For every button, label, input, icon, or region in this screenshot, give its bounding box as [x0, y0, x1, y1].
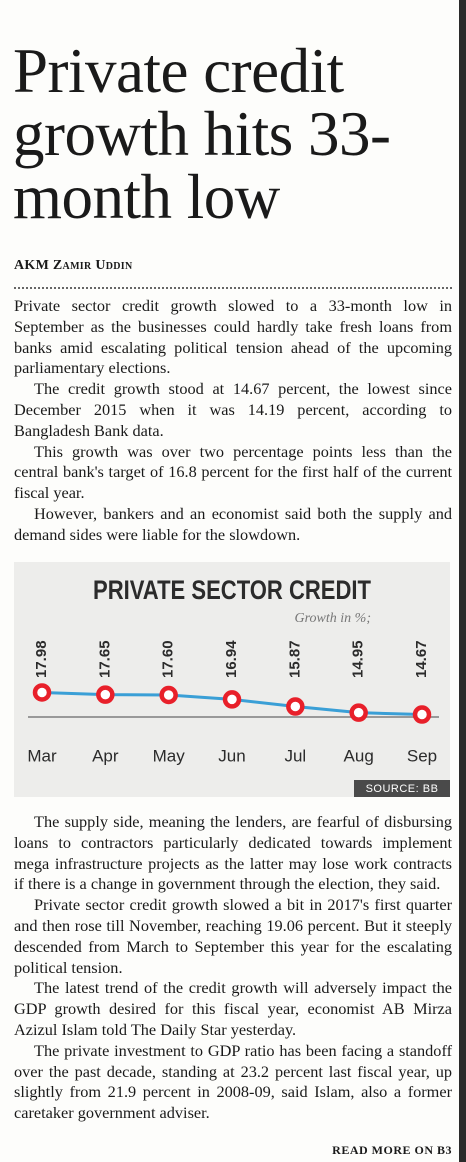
paragraph: The latest trend of the credit growth wi…	[14, 978, 452, 1039]
article-body: Private sector credit growth slowed to a…	[14, 296, 452, 546]
paragraph: However, bankers and an economist said b…	[14, 503, 452, 544]
marker	[222, 690, 242, 709]
x-tick-label: Jul	[284, 746, 306, 765]
x-tick-label: Apr	[92, 746, 119, 765]
marker	[349, 703, 368, 722]
x-tick-label: Sep	[407, 746, 437, 765]
paragraph: This growth was over two percentage poin…	[14, 441, 452, 503]
marker	[96, 685, 115, 704]
marker	[32, 683, 52, 702]
byline: AKM Zamir Uddin	[14, 258, 133, 273]
chart-subtitle: Growth in %;	[295, 611, 371, 626]
value-label: 15.87	[286, 640, 303, 678]
source: SOURCE: BB	[366, 783, 439, 795]
chart: PRIVATE SECTOR CREDIT Growth in %; SOURC…	[14, 562, 450, 797]
marker	[412, 705, 432, 724]
x-tick-label: Aug	[344, 746, 374, 765]
marker	[159, 685, 178, 705]
marker	[286, 697, 305, 716]
source-box	[354, 780, 450, 797]
chart-background	[14, 562, 450, 797]
paragraph: The credit growth stood at 14.67 percent…	[14, 379, 452, 440]
value-label: 17.60	[160, 640, 177, 678]
article-body: The supply side, meaning the lenders, ar…	[14, 812, 452, 1124]
value-label: 14.67	[413, 640, 430, 678]
x-tick-label: Jun	[218, 746, 245, 765]
page-edge	[459, 0, 466, 1162]
rule	[14, 287, 452, 289]
value-label: 14.95	[350, 640, 367, 678]
chart-title: PRIVATE SECTOR CREDIT	[93, 575, 371, 605]
x-tick-label: Mar	[27, 746, 57, 765]
headline: Private credit growth hits 33-month low	[13, 36, 391, 232]
value-label: 17.65	[96, 640, 113, 678]
read-more: READ MORE ON B3	[332, 1143, 452, 1157]
paragraph: Private sector credit growth slowed a bi…	[14, 895, 452, 977]
value-label: 17.98	[33, 640, 50, 678]
paragraph: The private investment to GDP ratio has …	[14, 1040, 452, 1123]
value-label: 16.94	[223, 640, 240, 678]
paragraph: Private sector credit growth slowed to a…	[14, 296, 452, 378]
x-tick-label: May	[153, 746, 186, 765]
paragraph: The supply side, meaning the lenders, ar…	[14, 812, 452, 894]
